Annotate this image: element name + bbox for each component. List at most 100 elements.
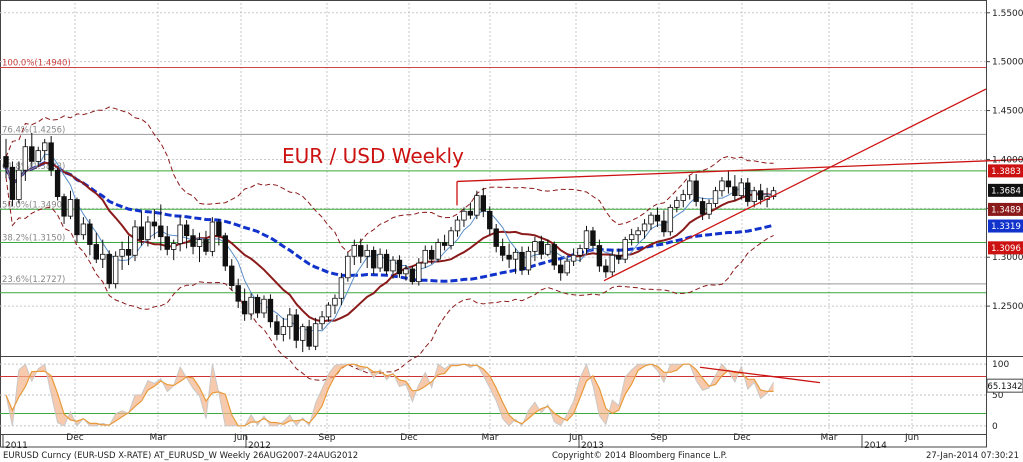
candle-body: [280, 326, 287, 335]
candle-body: [532, 241, 538, 252]
candle-body: [132, 226, 138, 256]
candle-body: [80, 223, 87, 236]
candle-body: [222, 235, 228, 267]
candle-body: [706, 203, 712, 215]
candle-body: [248, 296, 254, 315]
candle-body: [751, 190, 757, 202]
candle-body: [61, 196, 67, 217]
osc-line: [5, 363, 774, 427]
candle-body: [738, 182, 744, 197]
candle-body: [299, 326, 306, 341]
time-tick-label: Sep: [319, 433, 336, 443]
candle-body: [616, 254, 622, 260]
candle-body: [345, 255, 351, 279]
candle-body: [461, 210, 467, 221]
candle-body: [499, 246, 506, 256]
candle-body: [125, 248, 132, 256]
candle-body: [216, 221, 222, 237]
candle-body: [428, 249, 435, 260]
candle-body: [164, 236, 170, 250]
candle-body: [712, 190, 719, 204]
candle-body: [100, 253, 106, 260]
candle-body: [383, 253, 390, 272]
osc-divergence-line: [699, 366, 821, 384]
time-tick-label: Mar: [482, 433, 499, 443]
candle-body: [325, 304, 332, 318]
candle-body: [564, 260, 570, 274]
candle-body: [603, 265, 609, 273]
trendlines: [456, 88, 1023, 282]
candle-body: [635, 230, 641, 236]
time-tick-label: Dec: [733, 433, 750, 443]
candle-body: [609, 254, 615, 273]
price-tag-label: 1.3096: [991, 244, 1021, 254]
price-tick-label: 1.4500: [992, 107, 1023, 117]
candle-body: [628, 234, 635, 241]
candle-body: [512, 251, 519, 260]
candle-body: [757, 190, 764, 200]
candle-body: [448, 230, 454, 246]
candle-body: [183, 224, 190, 237]
time-tick-label: Jun: [568, 433, 583, 443]
osc-fill: [6, 364, 774, 426]
candle-body: [87, 223, 93, 245]
candle-body: [370, 249, 377, 269]
price-tags: 1.3883 1.3684 1.3489 1.3319 1.3096 65.1342: [986, 164, 1023, 393]
candle-body: [209, 221, 216, 252]
candle-body: [622, 239, 628, 260]
candle-body: [487, 210, 493, 230]
candle-body: [203, 239, 209, 252]
candle-body: [241, 300, 248, 315]
candle-body: [493, 228, 499, 247]
fib-label: 23.6%(1.2727): [2, 275, 65, 285]
plot-frame: [0, 0, 987, 448]
candle-body: [145, 221, 151, 241]
candle-body: [274, 321, 280, 335]
candle-body: [22, 146, 29, 171]
candle-body: [467, 210, 474, 216]
candle-body: [422, 249, 428, 264]
candle-body: [687, 180, 693, 196]
price-tick-label: 1.5000: [992, 58, 1023, 68]
osc-tick-label: 0: [992, 422, 998, 432]
year-label: 2013: [581, 441, 604, 451]
candle-body: [3, 156, 9, 168]
candle-body: [409, 268, 416, 283]
candle-body: [558, 264, 564, 274]
price-tick-label: 1.2500: [992, 302, 1023, 312]
price-tag-label: 1.3489: [991, 206, 1021, 216]
candle-body: [674, 200, 680, 208]
price-tag-box: [988, 183, 1023, 197]
candle-body: [106, 253, 112, 285]
candle-body: [319, 316, 325, 325]
time-tick-label: Mar: [821, 433, 838, 443]
candle-body: [54, 169, 61, 197]
candle-body: [454, 219, 461, 232]
candle-body: [293, 314, 299, 341]
candle-body: [770, 190, 777, 198]
price-tick-label: 1.3000: [992, 253, 1023, 263]
candle-body: [9, 166, 16, 200]
candle-body: [441, 242, 448, 246]
candle-body: [235, 285, 241, 302]
candle-body: [416, 262, 422, 283]
price-tag-box: [988, 202, 1023, 216]
price-tag-label: 1.3883: [991, 167, 1021, 177]
candle-body: [35, 150, 41, 162]
footer-right: 27-Jan-2014 07:30:21: [926, 451, 1019, 461]
candle-body: [119, 248, 125, 257]
footer-center: Copyright© 2014 Bloomberg Finance L.P.: [552, 451, 727, 461]
candle-body: [358, 245, 364, 257]
upper-band: [5, 106, 774, 253]
candle-body: [725, 180, 732, 188]
candle-body: [480, 195, 486, 212]
candle-body: [745, 182, 751, 202]
candle-body: [545, 244, 551, 255]
candle-body: [667, 206, 674, 233]
fib-label: 38.2%(1.3150): [2, 234, 65, 244]
bollinger-bands: [5, 106, 774, 382]
candle-body: [190, 235, 196, 247]
osc-tick-label: 50: [992, 391, 1004, 401]
candle-body: [693, 180, 699, 202]
